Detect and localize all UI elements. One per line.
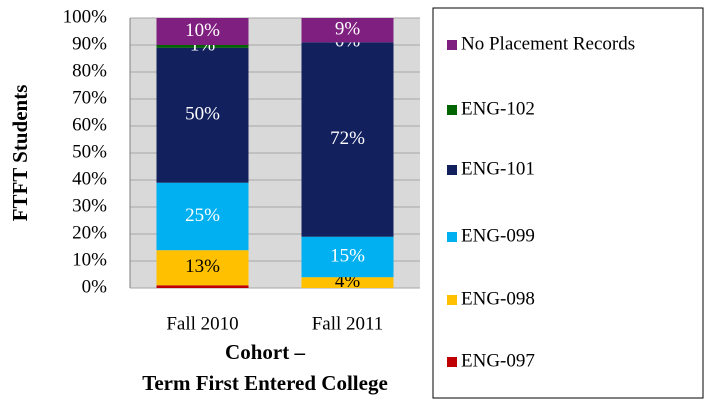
y-tick-label: 20%	[72, 222, 107, 243]
bar-segment	[156, 45, 249, 48]
y-tick-label: 60%	[72, 114, 107, 135]
bar-segment	[301, 42, 394, 237]
y-tick-label: 10%	[72, 249, 107, 270]
x-tick-label: Fall 2011	[312, 313, 384, 334]
data-label: 25%	[185, 205, 220, 226]
y-tick-label: 50%	[72, 141, 107, 162]
y-tick-label: 40%	[72, 168, 107, 189]
y-tick-label: 70%	[72, 87, 107, 108]
bar-segment	[156, 250, 249, 286]
legend-label: No Placement Records	[461, 33, 635, 54]
bar-segment	[156, 18, 249, 45]
legend-label: ENG-102	[461, 98, 535, 119]
y-tick-label: 0%	[82, 276, 108, 297]
legend-swatch	[447, 232, 457, 242]
x-axis-title: Cohort –	[225, 340, 305, 364]
x-tick-label: Fall 2010	[166, 313, 238, 334]
bar-segment	[301, 18, 394, 43]
legend-label: ENG-097	[461, 350, 535, 371]
legend-label: ENG-099	[461, 225, 535, 246]
legend-label: ENG-098	[461, 288, 535, 309]
y-tick-label: 90%	[72, 33, 107, 54]
x-axis-title: Term First Entered College	[142, 371, 388, 395]
data-label: 10%	[185, 20, 220, 41]
bar-segment	[156, 182, 249, 251]
bar-segment	[156, 47, 249, 183]
y-tick-label: 100%	[63, 6, 108, 27]
legend-label: ENG-101	[461, 158, 535, 179]
bar-segment	[301, 236, 394, 278]
bar-segment	[301, 277, 394, 288]
legend-swatch	[447, 40, 457, 50]
data-label: 15%	[330, 245, 365, 266]
bar-segment	[156, 285, 249, 288]
data-label: 72%	[330, 128, 365, 149]
legend-swatch	[447, 295, 457, 305]
y-tick-label: 30%	[72, 195, 107, 216]
data-label: 13%	[185, 256, 220, 277]
legend-swatch	[447, 357, 457, 367]
legend-swatch	[447, 165, 457, 175]
y-tick-label: 80%	[72, 60, 107, 81]
data-label: 9%	[335, 19, 361, 40]
y-axis-title: FTFT Students	[8, 85, 32, 222]
legend-swatch	[447, 105, 457, 115]
legend-box	[432, 7, 704, 399]
data-label: 50%	[185, 104, 220, 125]
